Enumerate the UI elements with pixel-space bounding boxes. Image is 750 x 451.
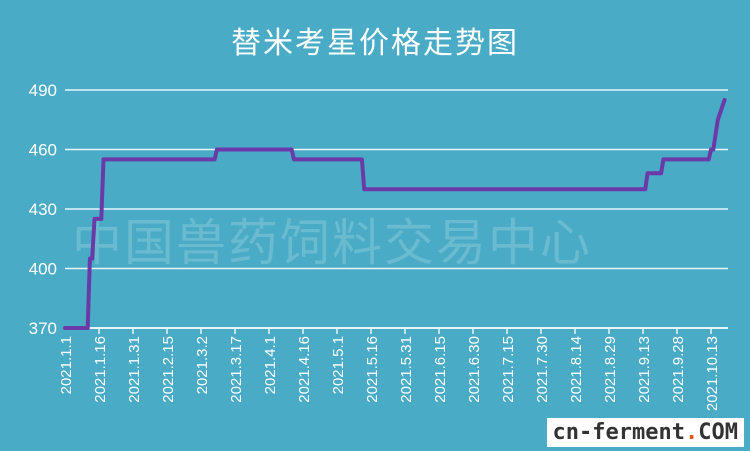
x-tick-label: 2021.9.13: [636, 336, 653, 403]
watermark: 中国兽药饲料交易中心: [72, 214, 592, 272]
x-tick-label: 2021.8.29: [602, 336, 619, 403]
x-tick-label: 2021.8.14: [568, 336, 585, 403]
x-tick-label: 2021.3.17: [228, 336, 245, 403]
x-tick-label: 2021.5.16: [364, 336, 381, 403]
x-tick-label: 2021.9.28: [670, 336, 687, 403]
chart-title: 替米考星价格走势图: [231, 26, 519, 61]
x-tick-label: 2021.6.30: [466, 336, 483, 403]
logo-main: cn-ferment: [552, 420, 685, 445]
y-tick-label: 490: [29, 81, 57, 100]
x-tick-label: 2021.1.16: [92, 336, 109, 403]
logo-dot: .: [685, 420, 699, 445]
y-tick-label: 370: [29, 319, 57, 338]
x-tick-label: 2021.10.13: [704, 336, 721, 411]
x-tick-label: 2021.5.31: [398, 336, 415, 403]
x-tick-label: 2021.4.16: [296, 336, 313, 403]
logo-suffix: COM: [698, 420, 738, 445]
x-tick-label: 2021.7.15: [500, 336, 517, 403]
x-tick-label: 2021.6.15: [432, 336, 449, 403]
x-tick-label: 2021.1.31: [126, 336, 143, 403]
x-tick-label: 2021.4.1: [262, 336, 279, 394]
price-line: [63, 97, 727, 330]
x-tick-label: 2021.3.2: [194, 336, 211, 394]
y-tick-label: 400: [29, 260, 57, 279]
x-tick-label: 2021.2.15: [160, 336, 177, 403]
y-tick-label: 460: [29, 141, 57, 160]
y-tick-label: 430: [29, 200, 57, 219]
x-tick-label: 2021.1.1: [58, 336, 75, 394]
site-logo: cn-ferment.COM: [546, 418, 744, 447]
x-tick-label: 2021.7.30: [534, 336, 551, 403]
x-tick-label: 2021.5.1: [330, 336, 347, 394]
